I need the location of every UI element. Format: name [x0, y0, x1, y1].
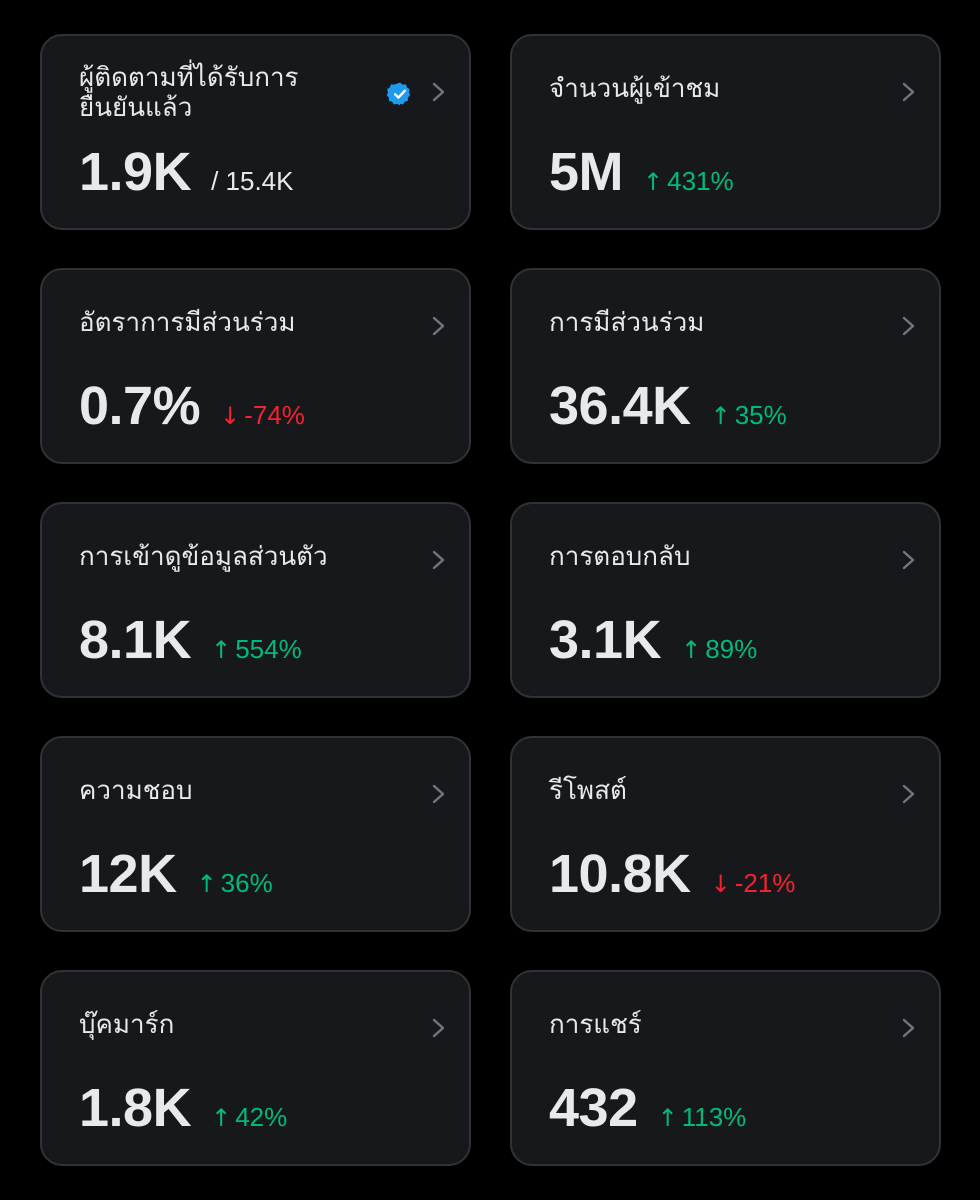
- value-row: 1.8K ↑ 42%: [79, 1078, 287, 1138]
- change-value: 113%: [681, 1102, 747, 1132]
- card-title: การตอบกลับ: [549, 542, 691, 572]
- metric-value: 12K: [79, 844, 177, 904]
- arrow-down-icon: ↓: [220, 402, 241, 430]
- card-title: รีโพสต์: [549, 776, 627, 806]
- card-bookmarks[interactable]: บุ๊คมาร์ก 1.8K ↑ 42%: [40, 970, 471, 1166]
- change-value: -74%: [244, 400, 305, 430]
- metric-change: ↑ 554%: [211, 634, 302, 665]
- value-row: 10.8K ↓ -21%: [549, 844, 795, 904]
- card-engagement-rate[interactable]: อัตราการมีส่วนร่วม 0.7% ↓ -74%: [40, 268, 471, 464]
- card-replies[interactable]: การตอบกลับ 3.1K ↑ 89%: [510, 502, 941, 698]
- metric-change: ↓ -21%: [711, 868, 796, 899]
- chevron-right-icon: [897, 1017, 919, 1039]
- card-verified-followers[interactable]: ผู้ติดตามที่ได้รับการยืนยันแล้ว 1.9K / 1…: [40, 34, 471, 230]
- value-row: 0.7% ↓ -74%: [79, 376, 305, 436]
- card-profile-visits[interactable]: การเข้าดูข้อมูลส่วนตัว 8.1K ↑ 554%: [40, 502, 471, 698]
- value-row: 8.1K ↑ 554%: [79, 610, 302, 670]
- metric-change: ↑ 35%: [711, 400, 787, 431]
- chevron-right-icon: [427, 1017, 449, 1039]
- change-value: 36%: [220, 868, 273, 898]
- arrow-up-icon: ↑: [657, 1104, 678, 1132]
- card-likes[interactable]: ความชอบ 12K ↑ 36%: [40, 736, 471, 932]
- arrow-up-icon: ↑: [211, 636, 232, 664]
- metric-value: 5M: [549, 142, 624, 202]
- metric-change: ↑ 431%: [643, 166, 734, 197]
- card-title: จำนวนผู้เข้าชม: [549, 74, 721, 104]
- chevron-right-icon: [897, 81, 919, 103]
- card-title: ผู้ติดตามที่ได้รับการยืนยันแล้ว: [79, 63, 299, 123]
- arrow-up-icon: ↑: [643, 168, 664, 196]
- value-row: 1.9K / 15.4K: [79, 142, 293, 202]
- metric-change: ↑ 113%: [658, 1102, 747, 1133]
- chevron-right-icon: [897, 315, 919, 337]
- card-title: ความชอบ: [79, 776, 193, 806]
- metric-change: ↑ 42%: [211, 1102, 287, 1133]
- verified-badge-icon: [386, 81, 413, 107]
- change-value: 42%: [235, 1102, 288, 1132]
- arrow-up-icon: ↑: [196, 870, 217, 898]
- card-reposts[interactable]: รีโพสต์ 10.8K ↓ -21%: [510, 736, 941, 932]
- card-engagements[interactable]: การมีส่วนร่วม 36.4K ↑ 35%: [510, 268, 941, 464]
- value-row: 432 ↑ 113%: [549, 1078, 746, 1138]
- card-title: การเข้าดูข้อมูลส่วนตัว: [79, 542, 328, 572]
- value-row: 3.1K ↑ 89%: [549, 610, 757, 670]
- metric-change: ↓ -74%: [220, 400, 305, 431]
- chevron-right-icon: [897, 783, 919, 805]
- card-impressions[interactable]: จำนวนผู้เข้าชม 5M ↑ 431%: [510, 34, 941, 230]
- card-shares[interactable]: การแชร์ 432 ↑ 113%: [510, 970, 941, 1166]
- arrow-up-icon: ↑: [211, 1104, 232, 1132]
- chevron-right-icon: [427, 549, 449, 571]
- arrow-up-icon: ↑: [710, 402, 731, 430]
- metric-value: 10.8K: [549, 844, 691, 904]
- metric-change: ↑ 89%: [681, 634, 757, 665]
- change-value: 431%: [667, 166, 734, 196]
- metric-value: 432: [549, 1078, 638, 1138]
- change-value: 35%: [734, 400, 787, 430]
- chevron-right-icon: [427, 315, 449, 337]
- metrics-grid: ผู้ติดตามที่ได้รับการยืนยันแล้ว 1.9K / 1…: [40, 34, 941, 1166]
- metric-total: / 15.4K: [211, 166, 294, 196]
- metric-value: 8.1K: [79, 610, 192, 670]
- change-value: 89%: [705, 634, 758, 664]
- card-title: อัตราการมีส่วนร่วม: [79, 308, 296, 338]
- arrow-up-icon: ↑: [681, 636, 702, 664]
- chevron-right-icon: [897, 549, 919, 571]
- chevron-right-icon: [427, 783, 449, 805]
- value-row: 12K ↑ 36%: [79, 844, 273, 904]
- chevron-right-icon: [427, 81, 449, 103]
- card-title: การแชร์: [549, 1010, 642, 1040]
- change-value: -21%: [734, 868, 796, 898]
- value-row: 5M ↑ 431%: [549, 142, 734, 202]
- change-value: 554%: [235, 634, 302, 664]
- metric-value: 1.8K: [79, 1078, 192, 1138]
- card-title: บุ๊คมาร์ก: [79, 1010, 175, 1040]
- metric-change: ↑ 36%: [197, 868, 273, 899]
- arrow-down-icon: ↓: [710, 870, 731, 898]
- metric-value: 36.4K: [549, 376, 691, 436]
- card-title: การมีส่วนร่วม: [549, 308, 705, 338]
- metric-value: 3.1K: [549, 610, 662, 670]
- metric-value: 1.9K: [79, 142, 192, 202]
- metric-value: 0.7%: [79, 376, 201, 436]
- value-row: 36.4K ↑ 35%: [549, 376, 787, 436]
